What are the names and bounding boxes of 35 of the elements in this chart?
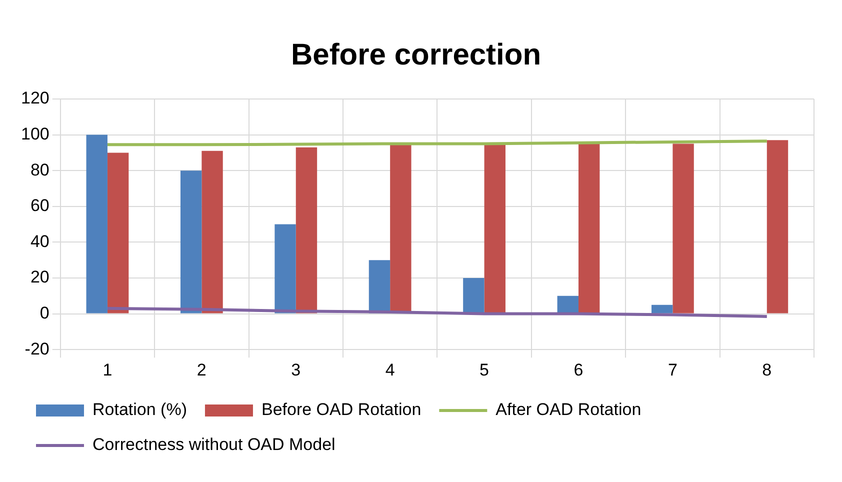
y-tick-label: 20 bbox=[30, 268, 50, 287]
legend-label: Before OAD Rotation bbox=[261, 400, 422, 420]
x-tick-label: 6 bbox=[574, 360, 584, 380]
bar bbox=[463, 278, 484, 314]
bar bbox=[672, 144, 694, 314]
y-tick-label: 0 bbox=[40, 303, 50, 322]
bar bbox=[578, 144, 600, 314]
legend-label: Rotation (%) bbox=[92, 400, 187, 420]
bar bbox=[296, 147, 318, 314]
x-tick-label: 7 bbox=[668, 360, 678, 380]
y-tick-label: -20 bbox=[24, 339, 50, 358]
y-tick-label: 120 bbox=[20, 88, 50, 108]
legend-label: Correctness without OAD Model bbox=[92, 435, 336, 454]
x-tick-label: 3 bbox=[291, 360, 301, 380]
bar bbox=[86, 134, 108, 314]
bar bbox=[557, 296, 578, 314]
bar bbox=[180, 170, 202, 314]
legend-label: After OAD Rotation bbox=[496, 400, 642, 420]
bar bbox=[651, 304, 673, 314]
y-tick-label: 40 bbox=[30, 232, 50, 251]
bar bbox=[484, 144, 506, 314]
x-tick-label: 8 bbox=[762, 360, 772, 380]
x-tick-label: 2 bbox=[196, 360, 206, 380]
x-tick-label: 1 bbox=[102, 360, 112, 380]
bar bbox=[274, 224, 296, 314]
chart-title: Before correction bbox=[290, 38, 542, 72]
x-tick-label: 5 bbox=[480, 360, 490, 380]
bar bbox=[202, 150, 223, 314]
y-tick-label: 100 bbox=[20, 124, 50, 144]
bar bbox=[107, 152, 129, 314]
bar bbox=[766, 140, 788, 314]
x-tick-label: 4 bbox=[385, 360, 395, 380]
bar bbox=[368, 260, 390, 314]
y-tick-label: 60 bbox=[30, 196, 50, 216]
y-tick-label: 80 bbox=[30, 160, 50, 180]
